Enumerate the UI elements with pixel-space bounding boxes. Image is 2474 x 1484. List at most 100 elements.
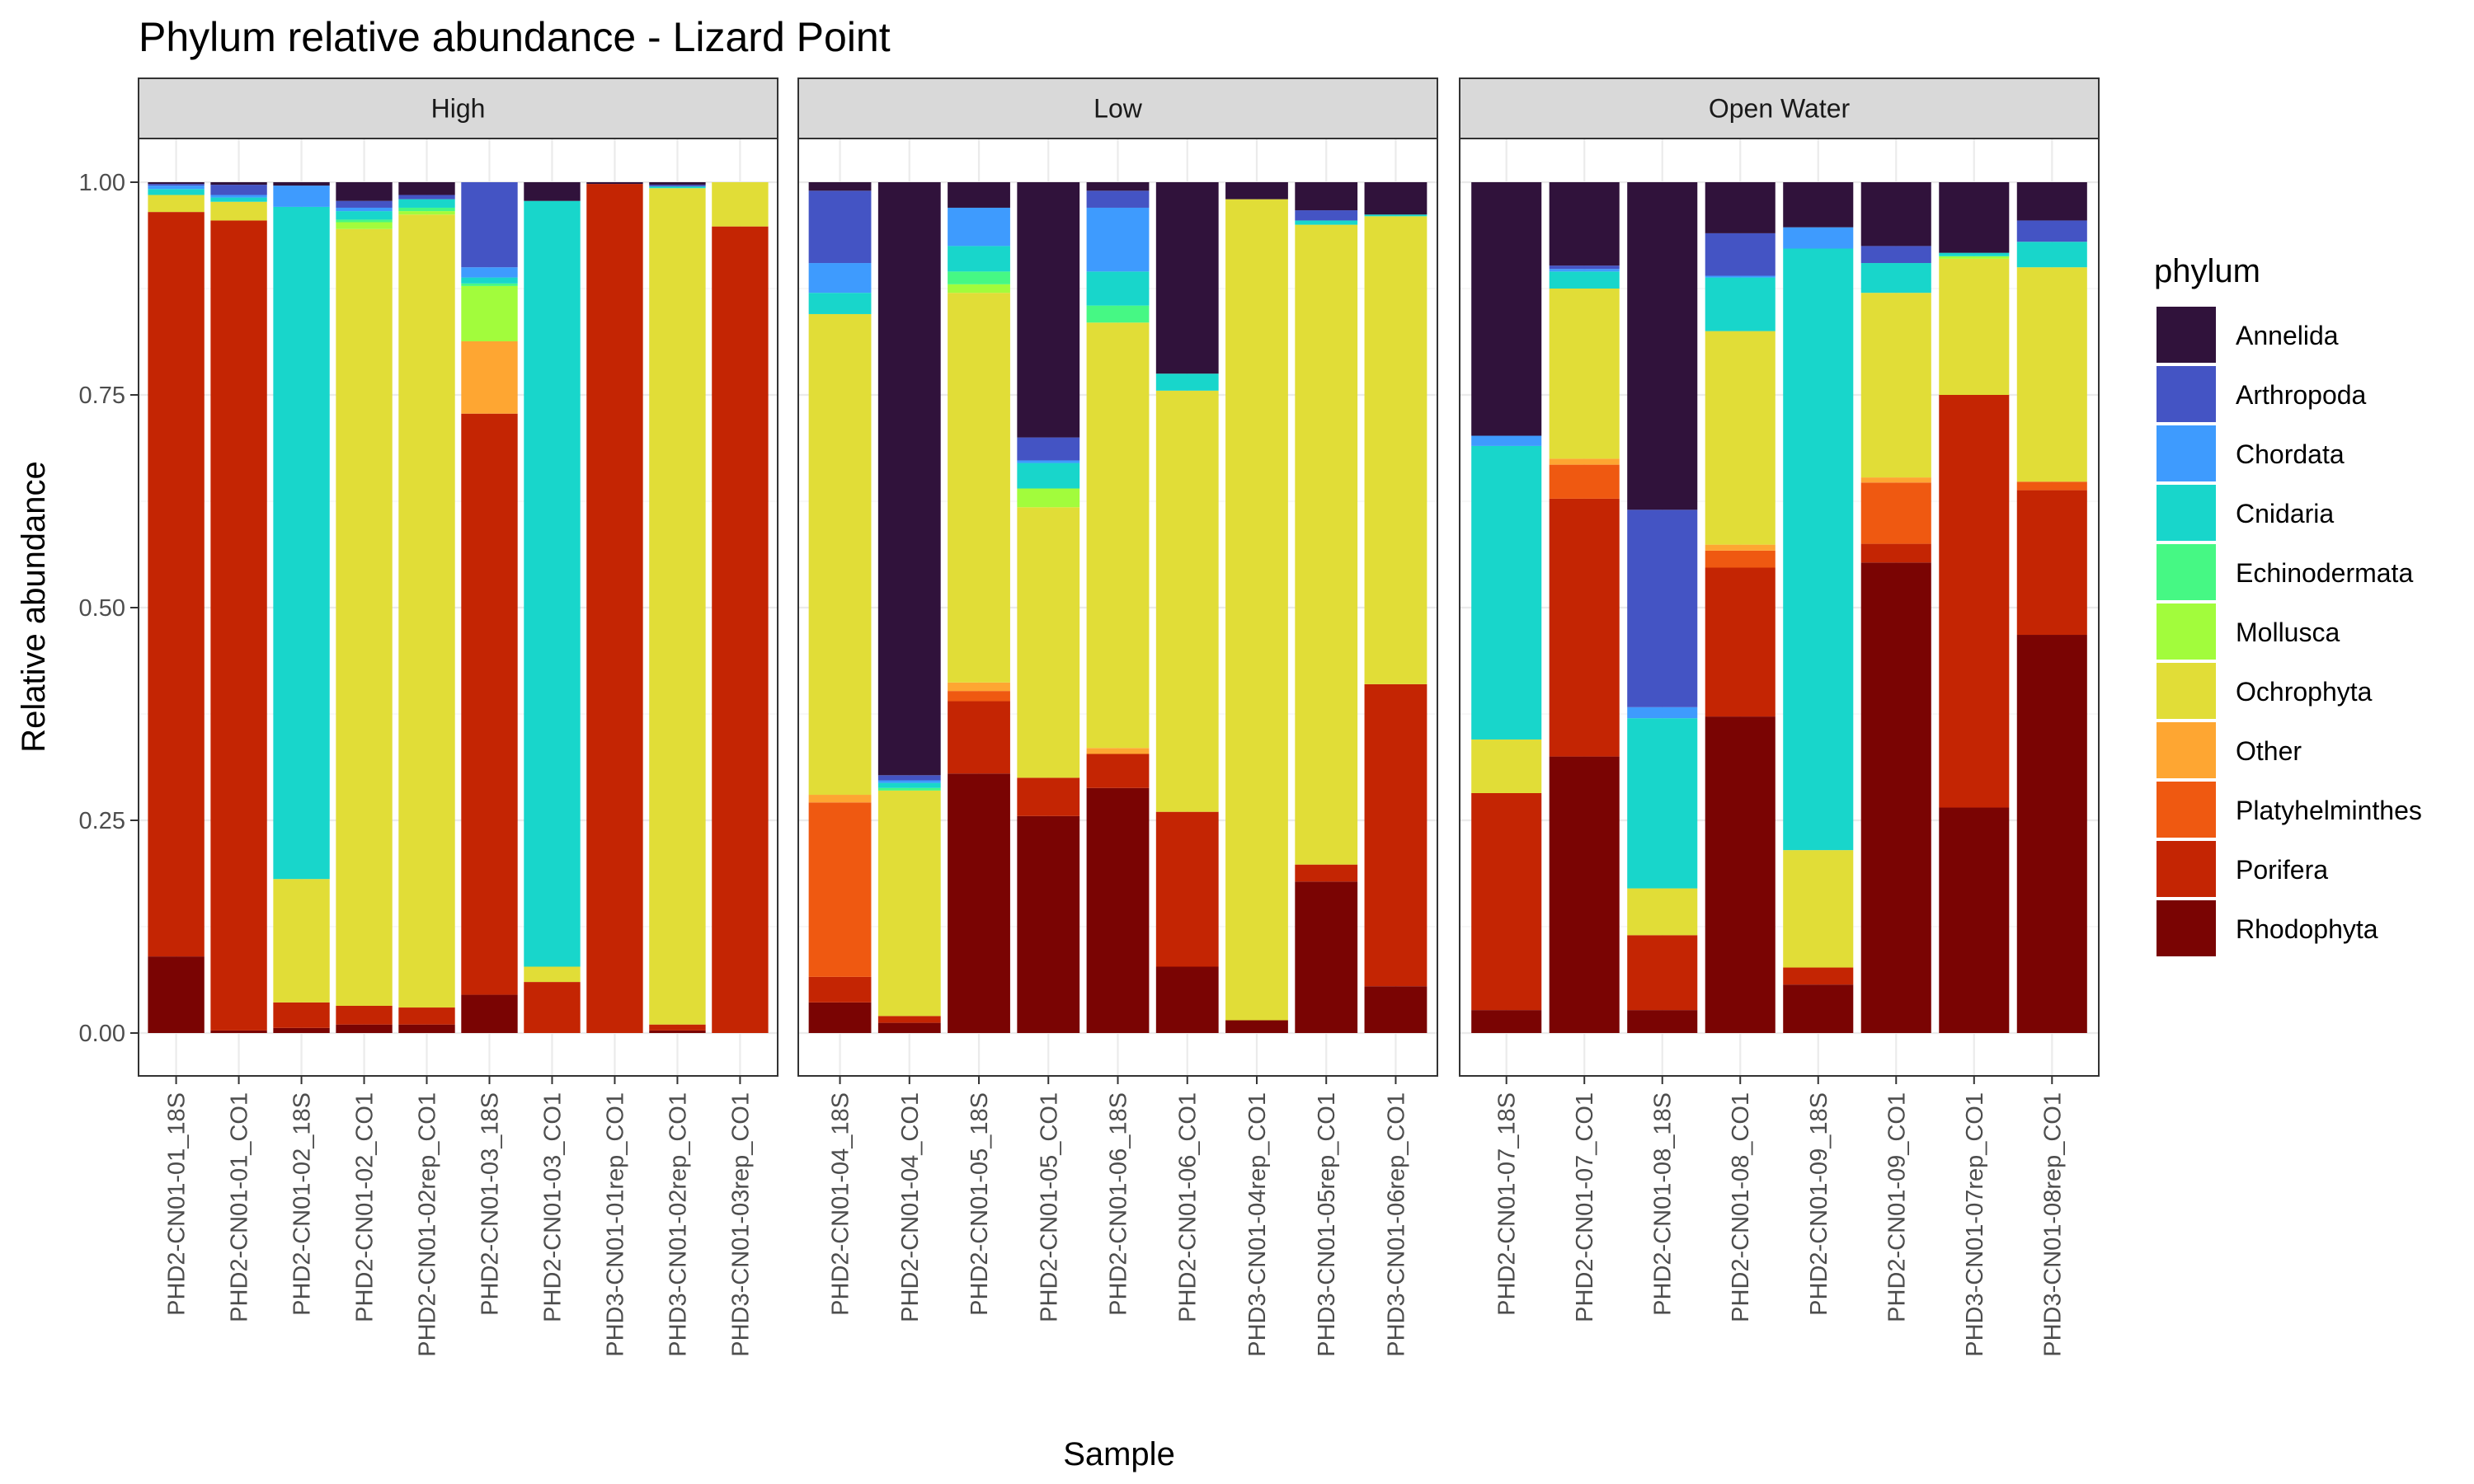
bar-segment	[1939, 252, 2010, 256]
x-tick-label: PHD2-CN01-02_18S	[289, 1092, 316, 1316]
bar-segment	[1627, 718, 1698, 889]
sample-bar	[1471, 182, 1542, 1033]
bar-segment	[1705, 550, 1776, 568]
bar-segment	[461, 994, 518, 1033]
x-tick-label: PHD2-CN01-03_18S	[477, 1092, 503, 1316]
bar-segment	[2016, 481, 2087, 491]
bar-segment	[948, 182, 1010, 208]
y-tick-label: 0.75	[79, 383, 125, 409]
panel-border	[1459, 138, 2100, 1077]
bar-segment	[1860, 182, 1931, 247]
sample-bar	[1155, 182, 1219, 1033]
bar-segment	[336, 219, 393, 223]
bar-segment	[1086, 322, 1150, 749]
bar-segment	[1155, 373, 1219, 391]
facet-strip-label: Open Water	[1709, 94, 1851, 124]
sample-bar	[948, 182, 1010, 1033]
bar-segment	[336, 200, 393, 208]
bar-segment	[948, 271, 1010, 284]
bar-segment	[649, 1024, 706, 1031]
bar-segment	[649, 185, 706, 187]
bar-segment	[1627, 888, 1698, 936]
bar-segment	[1705, 331, 1776, 545]
legend-swatch	[2157, 485, 2216, 541]
x-tick-label: PHD3-CN01-03rep_CO1	[727, 1092, 754, 1357]
x-tick-label: PHD3-CN01-06rep_CO1	[1383, 1092, 1409, 1357]
bar-segment	[1705, 567, 1776, 717]
bar-segment	[649, 1030, 706, 1033]
bar-segment	[1086, 182, 1150, 191]
bar-segment	[1939, 395, 2010, 808]
bar-segment	[1086, 787, 1150, 1033]
legend-label: Echinodermata	[2236, 558, 2413, 588]
x-tick-label: PHD2-CN01-09_18S	[1806, 1092, 1832, 1316]
bar-segment	[948, 293, 1010, 683]
bar-segment	[877, 1016, 941, 1023]
bar-segment	[210, 197, 267, 202]
legend-item: Annelida	[2157, 307, 2339, 363]
bar-segment	[1471, 182, 1542, 436]
x-tick-label: PHD3-CN01-05rep_CO1	[1314, 1092, 1340, 1357]
x-tick-label: PHD2-CN01-07_CO1	[1572, 1092, 1598, 1322]
bar-segment	[1549, 289, 1620, 459]
x-tick-label: PHD2-CN01-05_18S	[967, 1092, 993, 1316]
bar-segment	[1295, 864, 1358, 882]
legend-label: Arthropoda	[2236, 380, 2367, 410]
x-tick-label: PHD3-CN01-04rep_CO1	[1244, 1092, 1271, 1357]
bar-segment	[273, 186, 330, 207]
legend-item: Echinodermata	[2157, 544, 2413, 600]
bar-segment	[273, 1027, 330, 1033]
legend-swatch	[2157, 603, 2216, 660]
facet-strip-label: High	[431, 94, 486, 124]
sample-bar	[1295, 182, 1358, 1033]
bar-segment	[808, 190, 872, 264]
x-tick-label: PHD2-CN01-06_18S	[1106, 1092, 1132, 1316]
bar-segment	[336, 211, 393, 220]
bar-segment	[1364, 214, 1427, 217]
bar-segment	[461, 340, 518, 414]
bar-segment	[1295, 881, 1358, 1033]
bar-segment	[398, 195, 455, 200]
bar-segment	[398, 214, 455, 1008]
bar-segment	[2016, 635, 2087, 1033]
sample-bar	[273, 182, 330, 1033]
bar-segment	[1086, 271, 1150, 306]
x-tick-label: PHD2-CN01-01_18S	[164, 1092, 190, 1316]
bar-segment	[1017, 488, 1080, 508]
legend-swatch	[2157, 722, 2216, 778]
bar-segment	[2016, 490, 2087, 636]
chart-title: Phylum relative abundance - Lizard Point	[139, 14, 891, 60]
bar-segment	[210, 220, 267, 1031]
bar-segment	[1017, 777, 1080, 816]
bar-segment	[273, 1002, 330, 1028]
legend-swatch	[2157, 663, 2216, 719]
sample-bar	[1017, 182, 1080, 1033]
bar-segment	[877, 1022, 941, 1033]
bar-segment	[1017, 507, 1080, 778]
bar-segment	[586, 184, 643, 1034]
legend-swatch	[2157, 900, 2216, 956]
bar-segment	[148, 956, 205, 1033]
legend-item: Arthropoda	[2157, 366, 2367, 422]
x-tick-label: PHD3-CN01-01rep_CO1	[602, 1092, 628, 1357]
bar-segment	[336, 222, 393, 229]
bar-segment	[524, 982, 581, 1033]
bar-segment	[1471, 1010, 1542, 1033]
bar-segment	[398, 199, 455, 208]
sample-bar	[1860, 182, 1931, 1033]
x-tick-label: PHD2-CN01-03_CO1	[539, 1092, 566, 1322]
bar-segment	[461, 413, 518, 995]
legend-label: Platyhelminthes	[2236, 796, 2422, 825]
facet-panel: Low PHD2-CN01-04_18S PHD2-CN01-04_CO1 PHD2-…	[797, 77, 1438, 1357]
x-tick-label: PHD2-CN01-02_CO1	[352, 1092, 379, 1322]
x-axis-title: Sample	[1063, 1436, 1175, 1472]
bar-segment	[336, 1024, 393, 1033]
bar-segment	[1549, 464, 1620, 499]
x-tick-label: PHD2-CN01-08_CO1	[1728, 1092, 1754, 1322]
bar-segment	[712, 226, 769, 1033]
bar-segment	[1364, 986, 1427, 1033]
bar-segment	[877, 790, 941, 1017]
bar-segment	[1705, 182, 1776, 233]
legend-swatch	[2157, 425, 2216, 481]
sample-bar	[1225, 182, 1288, 1033]
